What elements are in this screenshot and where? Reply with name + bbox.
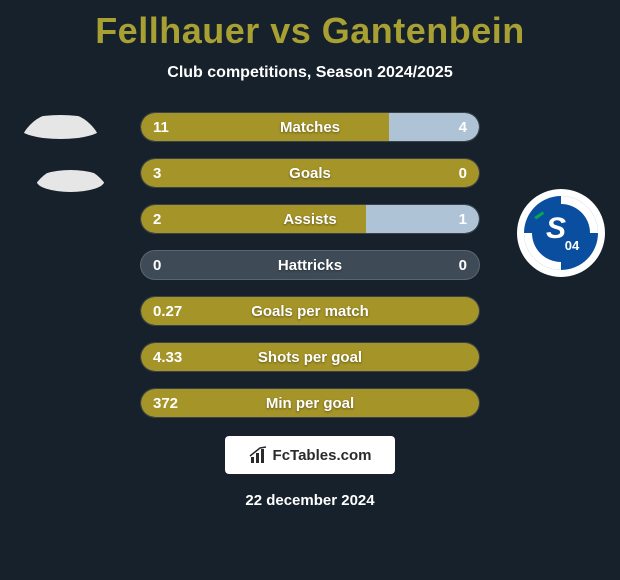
stat-label: Hattricks — [141, 251, 479, 279]
stat-label: Shots per goal — [141, 343, 479, 371]
stat-row: 4.33Shots per goal — [140, 342, 480, 372]
svg-text:04: 04 — [565, 238, 580, 253]
svg-text:S: S — [546, 212, 566, 245]
stat-bars: 114Matches 30Goals 21Assists 00Hattricks 0.2… — [140, 112, 480, 418]
stat-row: 00Hattricks — [140, 250, 480, 280]
watermark-icon — [249, 445, 269, 465]
comparison-content: S 04 114Matches 30Goals 21Assists 00Hattric… — [0, 112, 620, 509]
stat-label: Goals per match — [141, 297, 479, 325]
stat-row: 114Matches — [140, 112, 480, 142]
watermark-text: FcTables.com — [273, 447, 372, 464]
stat-label: Matches — [141, 113, 479, 141]
stat-row: 30Goals — [140, 158, 480, 188]
stat-label: Assists — [141, 205, 479, 233]
stat-row: 372Min per goal — [140, 388, 480, 418]
left-club-crest-2 — [28, 166, 113, 251]
watermark: FcTables.com — [225, 436, 395, 474]
stat-label: Goals — [141, 159, 479, 187]
stat-row: 0.27Goals per match — [140, 296, 480, 326]
stat-label: Min per goal — [141, 389, 479, 417]
right-club-crest: S 04 — [516, 188, 606, 278]
date-label: 22 december 2024 — [0, 492, 620, 509]
page-title: Fellhauer vs Gantenbein — [0, 0, 620, 52]
stat-row: 21Assists — [140, 204, 480, 234]
page-subtitle: Club competitions, Season 2024/2025 — [0, 64, 620, 82]
